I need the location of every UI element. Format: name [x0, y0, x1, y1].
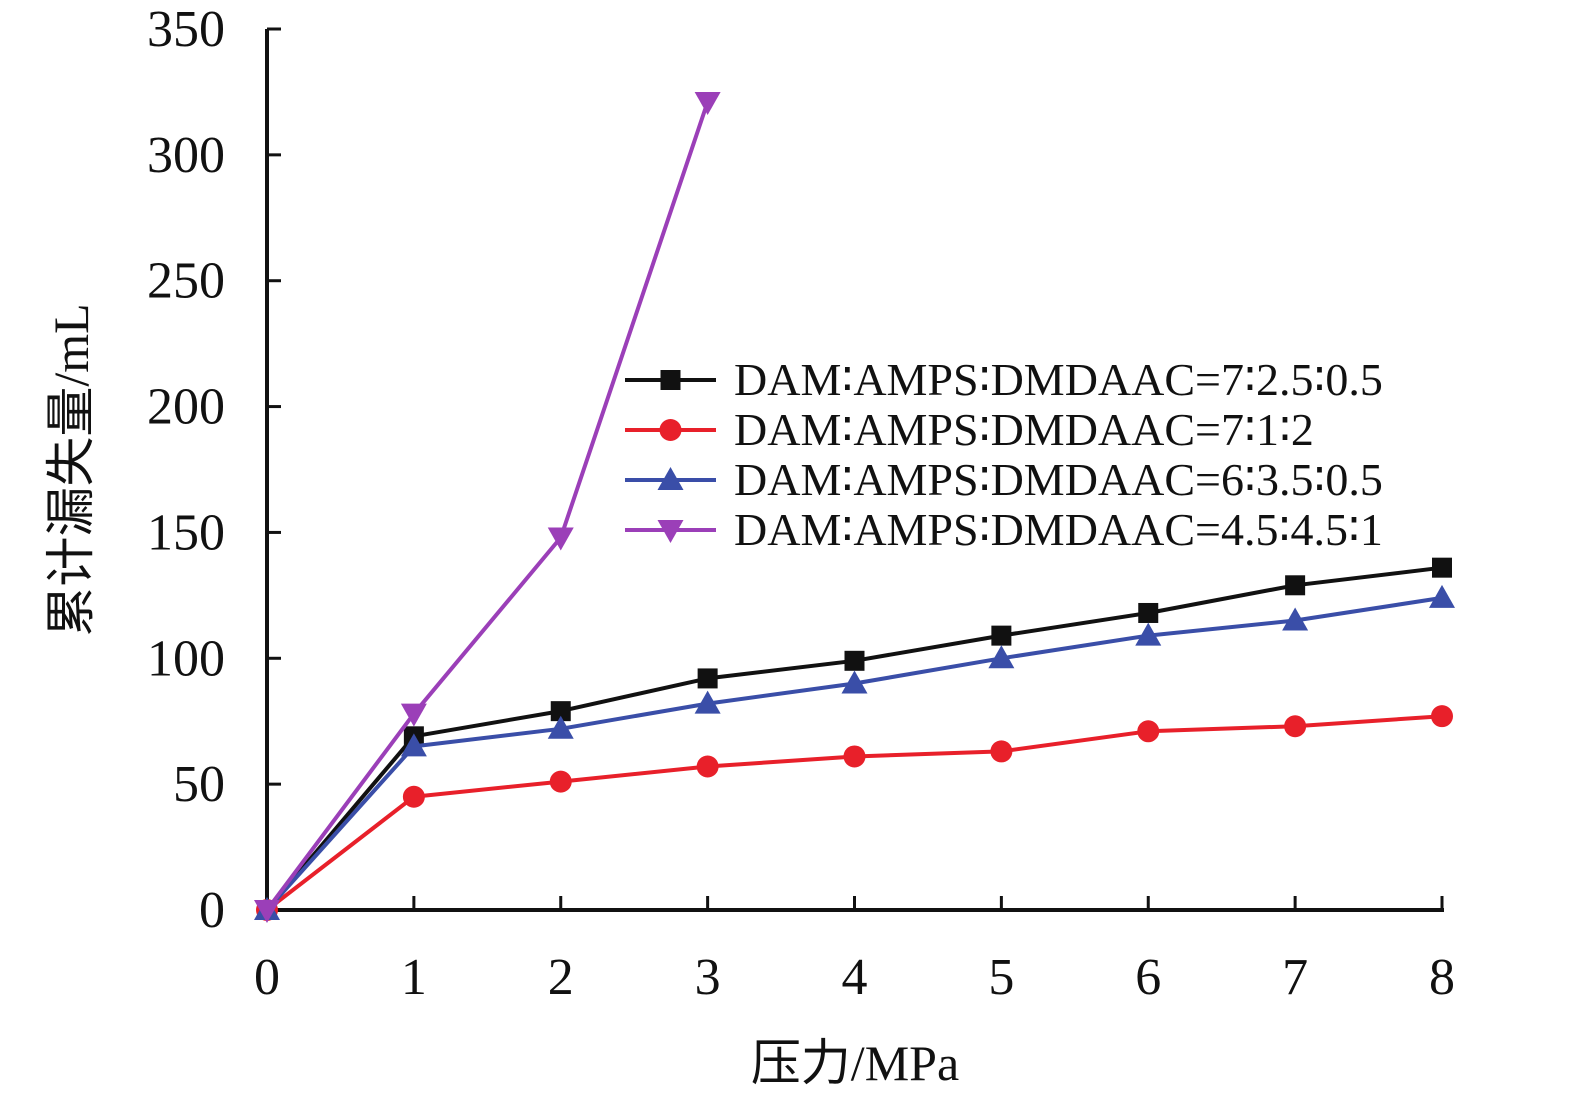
series-2-point	[402, 785, 425, 808]
series-3-point	[400, 733, 427, 757]
series-3-point	[547, 715, 574, 739]
x-tick-label: 2	[548, 949, 574, 1006]
series-layer	[254, 91, 1455, 923]
legend-marker	[657, 520, 684, 543]
series-4	[254, 91, 721, 923]
series-2-point	[990, 740, 1013, 763]
legend-entry: DAM∶AMPS∶DMDAAC=7∶1∶2	[625, 404, 1314, 455]
legend-marker	[659, 419, 682, 441]
legend-label: DAM∶AMPS∶DMDAAC=7∶1∶2	[734, 404, 1314, 455]
series-1-point	[550, 701, 571, 722]
y-tick-label: 0	[199, 882, 225, 939]
x-tick-label: 3	[695, 949, 721, 1006]
series-3-point	[841, 670, 868, 694]
y-tick-label: 50	[173, 756, 225, 813]
series-4-line	[265, 101, 710, 912]
series-2-line	[265, 714, 1443, 912]
series-3-point	[694, 690, 721, 714]
series-1	[257, 557, 1452, 920]
series-2-point	[549, 770, 572, 793]
legend-entry: DAM∶AMPS∶DMDAAC=7∶2.5∶0.5	[625, 354, 1383, 405]
x-tick-label: 1	[401, 949, 427, 1006]
legend-entry: DAM∶AMPS∶DMDAAC=6∶3.5∶0.5	[625, 454, 1383, 505]
legend-label: DAM∶AMPS∶DMDAAC=4.5∶4.5∶1	[734, 504, 1383, 555]
legend: DAM∶AMPS∶DMDAAC=7∶2.5∶0.5DAM∶AMPS∶DMDAAC…	[625, 354, 1383, 555]
legend-entry: DAM∶AMPS∶DMDAAC=4.5∶4.5∶1	[625, 504, 1383, 555]
y-axis-title: 累计漏失量/mL	[43, 303, 99, 636]
series-4-point	[547, 527, 574, 551]
series-4-point	[400, 703, 427, 727]
series-1-point	[991, 625, 1012, 646]
series-1-line	[265, 565, 1443, 912]
y-tick-label: 150	[147, 504, 225, 561]
series-2-point	[1431, 705, 1453, 728]
y-tick-label: 350	[147, 1, 225, 58]
series-1-point	[844, 650, 865, 671]
series-1-point	[697, 668, 718, 689]
series-3-point	[988, 645, 1015, 669]
series-1-point	[1432, 557, 1452, 578]
series-3-point	[1135, 622, 1162, 646]
y-tick-label: 300	[147, 127, 225, 184]
series-2	[256, 705, 1453, 921]
legend-label: DAM∶AMPS∶DMDAAC=6∶3.5∶0.5	[734, 454, 1383, 505]
series-1-point	[1138, 602, 1159, 623]
y-axis-ticks: 0 50 100 150 200 250 300 350	[147, 1, 281, 939]
y-tick-label: 100	[147, 630, 225, 687]
series-4-point	[254, 900, 280, 923]
legend-marker	[660, 370, 681, 390]
legend-marker	[657, 467, 684, 490]
y-tick-label: 250	[147, 253, 225, 310]
x-tick-label: 7	[1282, 949, 1308, 1006]
series-2-point	[1137, 720, 1160, 743]
series-1-point	[1285, 575, 1306, 596]
x-tick-label: 5	[988, 949, 1014, 1006]
legend-label: DAM∶AMPS∶DMDAAC=7∶2.5∶0.5	[734, 354, 1383, 405]
x-tick-label: 6	[1135, 949, 1161, 1006]
series-2-point	[843, 745, 866, 768]
x-axis-title: 压力/MPa	[751, 1035, 959, 1091]
series-4-point	[694, 91, 721, 115]
series-3-point	[1282, 607, 1309, 631]
x-axis-ticks: 0 1 2 3 4 5 6 7 8	[254, 896, 1455, 1006]
x-tick-label: 0	[254, 949, 280, 1006]
series-2-point	[1284, 715, 1307, 738]
x-tick-label: 4	[842, 949, 868, 1006]
series-2-point	[696, 755, 719, 778]
y-tick-label: 200	[147, 379, 225, 436]
x-tick-label: 8	[1429, 949, 1455, 1006]
series-3-point	[1429, 584, 1455, 608]
